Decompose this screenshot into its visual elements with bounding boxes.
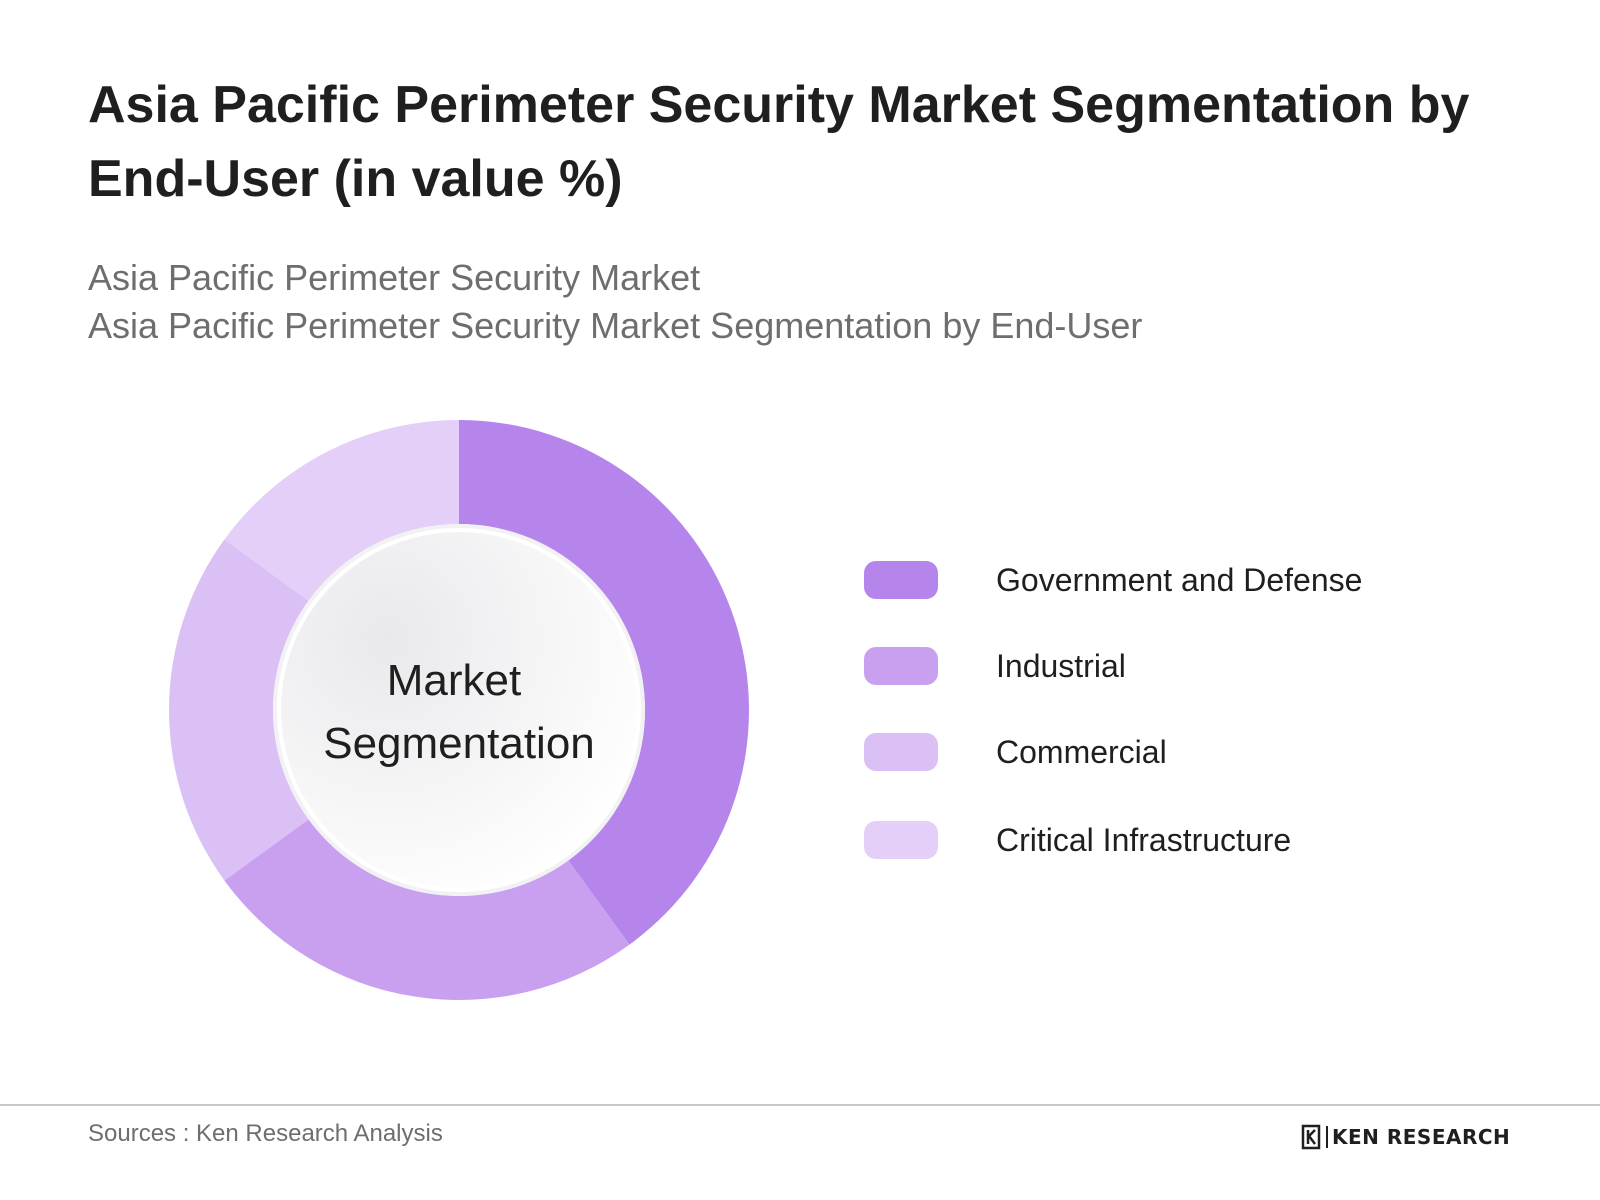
ken-research-logo-icon — [1301, 1124, 1321, 1150]
footer-divider — [0, 1104, 1600, 1106]
legend-swatch — [864, 647, 938, 685]
chart-subtitle: Asia Pacific Perimeter Security Market A… — [88, 254, 1488, 350]
legend-item-government-and-defense: Government and Defense — [864, 560, 1484, 600]
center-label-line-1: Market — [387, 656, 521, 705]
logo-text: KEN RESEARCH — [1332, 1125, 1511, 1149]
donut-center-face — [277, 528, 641, 892]
donut-slice-industrial — [224, 819, 630, 1000]
legend-label: Government and Defense — [996, 561, 1363, 598]
sources-note: Sources : Ken Research Analysis — [88, 1120, 443, 1147]
legend-item-commercial: Commercial — [864, 732, 1484, 772]
subtitle-line-1: Asia Pacific Perimeter Security Market — [88, 257, 701, 298]
legend-swatch — [864, 821, 938, 859]
legend-item-industrial: Industrial — [864, 646, 1484, 686]
logo-separator — [1326, 1126, 1328, 1148]
donut-slice-government-and-defense — [459, 420, 750, 945]
legend-label: Commercial — [996, 733, 1167, 770]
donut-slice-commercial — [168, 539, 309, 881]
legend-swatch — [864, 733, 938, 771]
legend-label: Industrial — [996, 647, 1126, 684]
ken-research-logo: KEN RESEARCH — [1300, 1124, 1510, 1150]
chart-title: Asia Pacific Perimeter Security Market S… — [88, 76, 1470, 208]
legend-label: Critical Infrastructure — [996, 821, 1292, 858]
legend-swatch — [864, 561, 938, 599]
legend-item-critical-infrastructure: Critical Infrastructure — [864, 820, 1484, 860]
donut-slices — [168, 420, 750, 1000]
donut-slice-critical-infrastructure — [224, 420, 459, 601]
center-label-line-2: Segmentation — [323, 719, 595, 768]
subtitle-line-2: Asia Pacific Perimeter Security Market S… — [88, 305, 1143, 346]
donut-chart: Market Segmentation — [168, 420, 750, 1000]
